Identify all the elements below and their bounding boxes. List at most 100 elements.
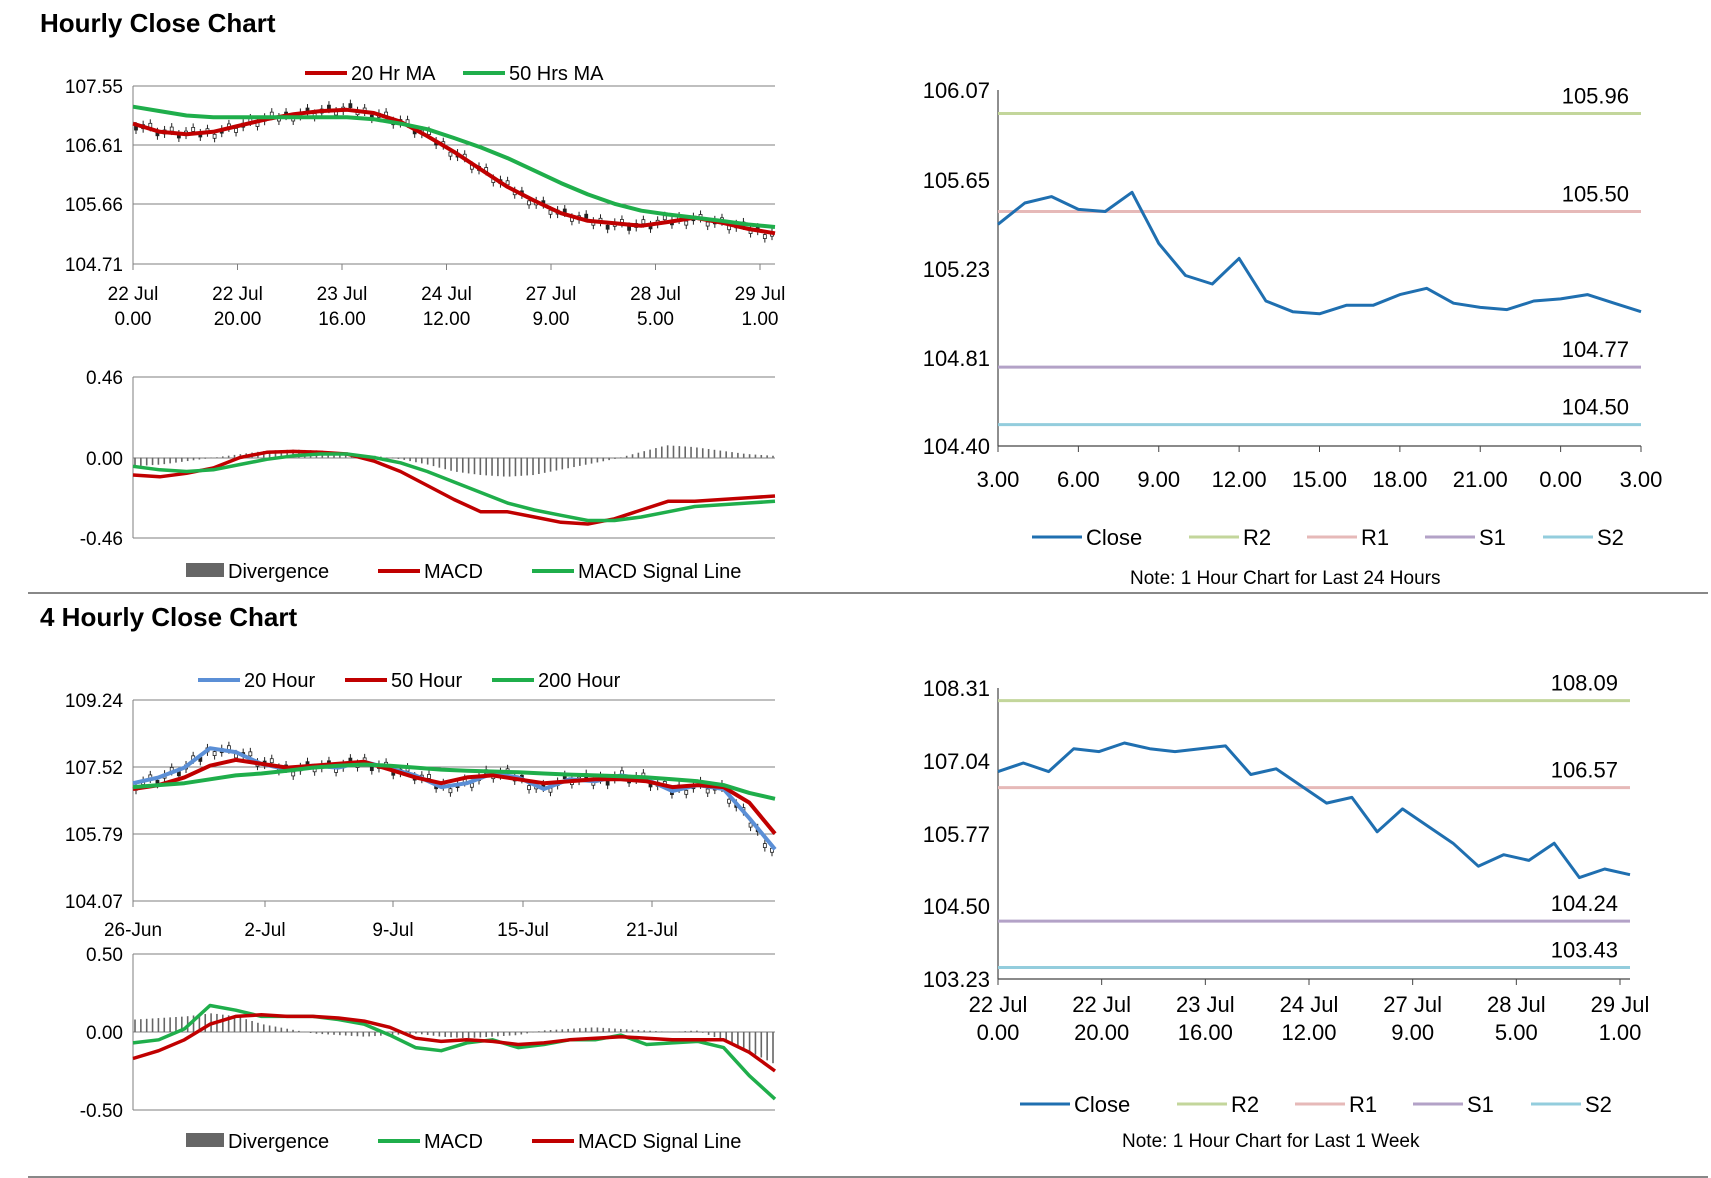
f_levels-x-tick-label-date: 29 Jul xyxy=(1591,992,1650,1017)
f_price-candle-body xyxy=(705,788,710,794)
h_price-candle-body xyxy=(705,221,710,227)
f_macd-y-tick-label: 0.00 xyxy=(86,1023,123,1044)
f_price-candle-body xyxy=(748,822,753,828)
f_levels-x-tick-label-time: 12.00 xyxy=(1281,1020,1336,1045)
h_levels-y-tick-label: 104.81 xyxy=(923,346,990,371)
f_price-y-tick-label: 107.52 xyxy=(65,758,123,779)
f_levels-y-tick-label: 104.50 xyxy=(923,894,990,919)
f_macd-legend-divergence-label: Divergence xyxy=(228,1131,329,1153)
h_macd-legend-macd-label: MACD xyxy=(424,561,483,583)
h_levels-y-tick-label: 105.23 xyxy=(923,257,990,282)
h_price-candle-body xyxy=(348,103,353,109)
f_price-candle-body xyxy=(727,798,732,804)
h_price-candle-body xyxy=(527,200,531,206)
f_price-candle-body xyxy=(248,751,253,757)
h_price-x-tick-label-date: 24 Jul xyxy=(421,284,472,305)
h_price-legend-0-label: 20 Hr MA xyxy=(351,63,436,85)
h_macd-legend-signal-label: MACD Signal Line xyxy=(578,561,741,583)
f_levels-x-tick-label-time: 0.00 xyxy=(977,1020,1020,1045)
hourly-section-title: Hourly Close Chart xyxy=(40,8,276,38)
h_price-candle-body xyxy=(762,234,767,239)
f_levels-y-tick-label: 103.23 xyxy=(923,967,990,992)
f_price-series-50-hour xyxy=(132,757,777,835)
f_price-series-20-hour xyxy=(132,746,777,851)
h_levels-level-label-s1: 104.77 xyxy=(1562,337,1629,362)
f_levels-y-tick-label: 108.31 xyxy=(923,676,990,701)
h_price-x-tick-label-time: 0.00 xyxy=(115,309,152,330)
f_price-x-tick-label: 26-Jun xyxy=(104,920,162,941)
f_macd-legend-macd-label: MACD xyxy=(424,1131,483,1153)
f_price-candle-body xyxy=(527,785,531,791)
h_macd-y-tick-label: 0.46 xyxy=(86,368,123,389)
h_levels-x-tick-label: 0.00 xyxy=(1539,467,1582,492)
f_levels-x-tick-label-time: 20.00 xyxy=(1074,1020,1129,1045)
h_macd-series-macd-signal-line xyxy=(132,452,776,523)
h_macd-y-tick-label: 0.00 xyxy=(86,449,123,470)
four-hourly-levels-note: Note: 1 Hour Chart for Last 1 Week xyxy=(1122,1131,1420,1152)
f_levels-legend-s2-label: S2 xyxy=(1585,1092,1612,1117)
h_price-x-tick-label-date: 22 Jul xyxy=(108,284,159,305)
f_price-series-200-hour xyxy=(132,762,776,801)
h_levels-series-close xyxy=(997,190,1642,316)
h_price-series-20-hr-ma xyxy=(132,107,776,236)
h_levels-level-label-s2: 104.50 xyxy=(1562,395,1629,420)
h_levels-x-tick-label: 21.00 xyxy=(1453,467,1508,492)
f_levels-x-tick-label-date: 22 Jul xyxy=(1072,992,1131,1017)
h_price-x-tick-label-time: 20.00 xyxy=(214,309,262,330)
f_price-candle-body xyxy=(684,789,689,795)
h_price-candle-body xyxy=(448,151,453,157)
h_levels-x-tick-label: 3.00 xyxy=(977,467,1020,492)
h_price-candle-body xyxy=(605,224,610,230)
h_levels-x-tick-label: 12.00 xyxy=(1212,467,1267,492)
h_levels-legend-s1-label: S1 xyxy=(1479,525,1506,550)
f_price-candle-body xyxy=(448,788,453,794)
h_macd-legend-divergence-swatch xyxy=(186,563,224,577)
h_price-x-tick-label-time: 9.00 xyxy=(533,309,570,330)
f_levels-x-tick-label-time: 16.00 xyxy=(1178,1020,1233,1045)
f_levels-y-tick-label: 105.77 xyxy=(923,822,990,847)
h_levels-x-tick-label: 3.00 xyxy=(1620,467,1663,492)
f_price-candle-body xyxy=(762,843,767,848)
f_levels-x-tick-label-time: 1.00 xyxy=(1599,1020,1642,1045)
f_levels-x-tick-label-date: 27 Jul xyxy=(1383,992,1442,1017)
h_price-x-tick-label-time: 12.00 xyxy=(423,309,471,330)
f_price-x-tick-label: 2-Jul xyxy=(244,920,285,941)
f_levels-legend-close-label: Close xyxy=(1074,1092,1130,1117)
h_levels-legend-s2-label: S2 xyxy=(1597,525,1624,550)
h_macd-series-macd xyxy=(132,449,776,526)
h_price-series-50-hrs-ma xyxy=(132,104,776,229)
h_levels-y-tick-label: 105.65 xyxy=(923,168,990,193)
h_levels-x-tick-label: 9.00 xyxy=(1137,467,1180,492)
h_price-x-tick-label-date: 28 Jul xyxy=(630,284,681,305)
f_macd-y-tick-label: -0.50 xyxy=(80,1101,123,1122)
f_price-legend-1-label: 50 Hour xyxy=(391,670,462,692)
h_levels-level-label-r1: 105.50 xyxy=(1562,182,1629,207)
h_levels-y-tick-label: 104.40 xyxy=(923,434,990,459)
f_levels-x-tick-label-time: 5.00 xyxy=(1495,1020,1538,1045)
h_price-legend-1-label: 50 Hrs MA xyxy=(509,63,604,85)
h_levels-legend-close-label: Close xyxy=(1086,525,1142,550)
h_price-x-tick-label-date: 27 Jul xyxy=(526,284,577,305)
hourly-levels-note: Note: 1 Hour Chart for Last 24 Hours xyxy=(1130,568,1441,589)
f_levels-level-label-r2: 108.09 xyxy=(1551,671,1618,696)
f_price-x-tick-label: 15-Jul xyxy=(497,920,549,941)
h_price-candle-body xyxy=(191,127,196,132)
h_levels-legend-r1-label: R1 xyxy=(1361,525,1389,550)
h_levels-x-tick-label: 18.00 xyxy=(1372,467,1427,492)
h_levels-x-tick-label: 15.00 xyxy=(1292,467,1347,492)
f_price-y-tick-label: 105.79 xyxy=(65,825,123,846)
f_levels-series-close xyxy=(997,741,1631,880)
f_levels-level-label-s1: 104.24 xyxy=(1551,891,1618,916)
f_levels-x-tick-label-date: 22 Jul xyxy=(969,992,1028,1017)
f_price-y-tick-label: 104.07 xyxy=(65,892,123,913)
h_price-y-tick-label: 106.61 xyxy=(65,136,123,157)
h_price-x-tick-label-time: 16.00 xyxy=(318,309,366,330)
f_macd-series-macd-signal-line xyxy=(132,1013,777,1073)
h_price-y-tick-label: 105.66 xyxy=(65,195,123,216)
h_price-candle-body xyxy=(684,220,689,226)
h_macd-y-tick-label: -0.46 xyxy=(80,529,123,550)
f_levels-x-tick-label-time: 9.00 xyxy=(1391,1020,1434,1045)
f_price-candle-body xyxy=(212,751,217,756)
